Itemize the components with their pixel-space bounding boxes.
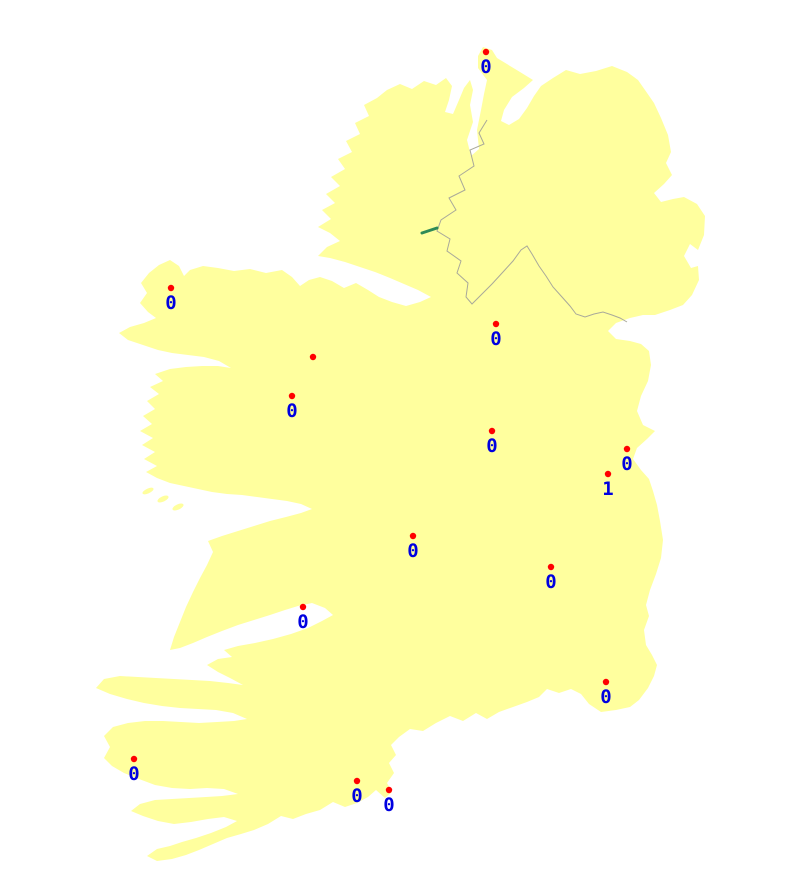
station-dot-0 [482,48,490,56]
station-value-11: 0 [600,686,611,708]
station-dot-8 [409,532,417,540]
northern-ireland-border [436,119,628,323]
station-dot-4 [492,320,500,328]
station-dot-11 [602,678,610,686]
island [157,495,169,503]
station-dot-5 [488,427,496,435]
station-value-3: 0 [286,400,297,422]
station-value-10: 0 [297,611,308,633]
ireland-landmass [96,47,705,861]
station-value-9: 0 [545,571,556,593]
station-value-8: 0 [407,540,418,562]
station-dot-12 [130,755,138,763]
island [172,503,184,511]
aran-islands [142,487,184,511]
station-dot-3 [288,392,296,400]
green-terrain-feature [420,226,439,235]
station-dot-2 [309,353,317,361]
station-value-7: 1 [602,478,613,500]
station-value-5: 0 [486,435,497,457]
station-dot-6 [623,445,631,453]
station-dot-7 [604,470,612,478]
station-value-4: 0 [490,328,501,350]
station-value-12: 0 [128,763,139,785]
station-value-0: 0 [480,56,491,78]
station-dot-13 [353,777,361,785]
island [142,487,154,495]
station-dot-9 [547,563,555,571]
station-dot-1 [167,284,175,292]
station-value-14: 0 [383,794,394,816]
station-value-1: 0 [165,292,176,314]
station-value-13: 0 [351,785,362,807]
station-dot-10 [299,603,307,611]
station-value-6: 0 [621,453,632,475]
station-dot-14 [385,786,393,794]
